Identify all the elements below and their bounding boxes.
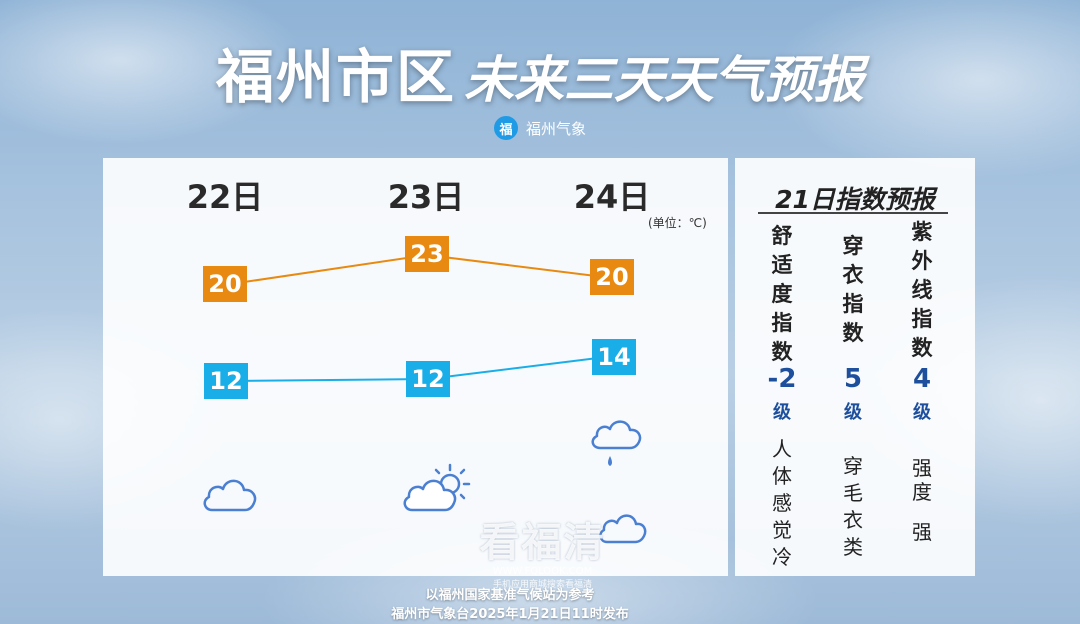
page-title: 福州市区 未来三天天气预报 xyxy=(0,30,1080,114)
cloudy-icon xyxy=(203,479,257,512)
index-value-dressing: 5 xyxy=(843,364,863,394)
city-title: 福州市区 xyxy=(215,43,456,111)
index-desc-comfort: 人体感觉冷 xyxy=(772,437,792,569)
index-name-dressing: 穿衣指数 xyxy=(842,234,864,345)
index-title-underline xyxy=(758,212,948,214)
footer-reference: 以福州国家基准气候站为参考 xyxy=(425,588,595,603)
brand-logo-icon: 福 xyxy=(493,116,518,140)
forecast-subtitle: 未来三天天气预报 xyxy=(464,51,864,109)
index-name-comfort: 舒适度指数 xyxy=(771,224,793,364)
watermark-tip: 手机应用商城搜索看福清 xyxy=(492,580,592,590)
index-name-uv: 紫外线指数 xyxy=(911,220,933,360)
index-desc-uv: 强度强 xyxy=(912,456,932,544)
watermark-url: WWW.FQLOOK.COM xyxy=(492,566,593,577)
index-title: 21日指数预报 xyxy=(775,185,935,214)
index-value-uv: 4 xyxy=(912,364,932,394)
watermark-logo-text: 看福清 xyxy=(479,520,606,566)
index-value-comfort: -2 xyxy=(767,364,797,394)
day-label-23: 23日 xyxy=(387,178,465,216)
partly-cloudy-sun-icon xyxy=(403,463,471,512)
footer-publish-time: 福州市气象台2025年1月21日11时发布 xyxy=(391,607,629,622)
day-label-24: 24日 xyxy=(573,178,651,216)
low-temp-24: 14 xyxy=(592,339,636,375)
index-desc-dressing: 穿毛衣类 xyxy=(843,454,863,559)
index-panel xyxy=(735,158,975,576)
high-temp-23: 23 xyxy=(405,236,449,272)
brand-name: 福州气象 xyxy=(525,119,586,138)
low-temp-23: 12 xyxy=(406,361,450,397)
high-temp-24: 20 xyxy=(590,259,634,295)
unit-label: (单位：℃) xyxy=(648,216,707,230)
cloudy-icon-secondary xyxy=(599,514,647,544)
low-temp-22: 12 xyxy=(204,363,248,399)
high-temp-22: 20 xyxy=(203,266,247,302)
day-label-22: 22日 xyxy=(186,178,264,216)
rain-cloud-icon xyxy=(591,420,642,466)
watermark: 看福清 WWW.FQLOOK.COM 手机应用商城搜索看福清 xyxy=(470,510,615,590)
index-level-comfort: 级 xyxy=(773,402,791,423)
brand: 福 福州气象 xyxy=(0,116,1080,140)
index-level-dressing: 级 xyxy=(844,402,862,423)
index-level-uv: 级 xyxy=(913,402,931,423)
